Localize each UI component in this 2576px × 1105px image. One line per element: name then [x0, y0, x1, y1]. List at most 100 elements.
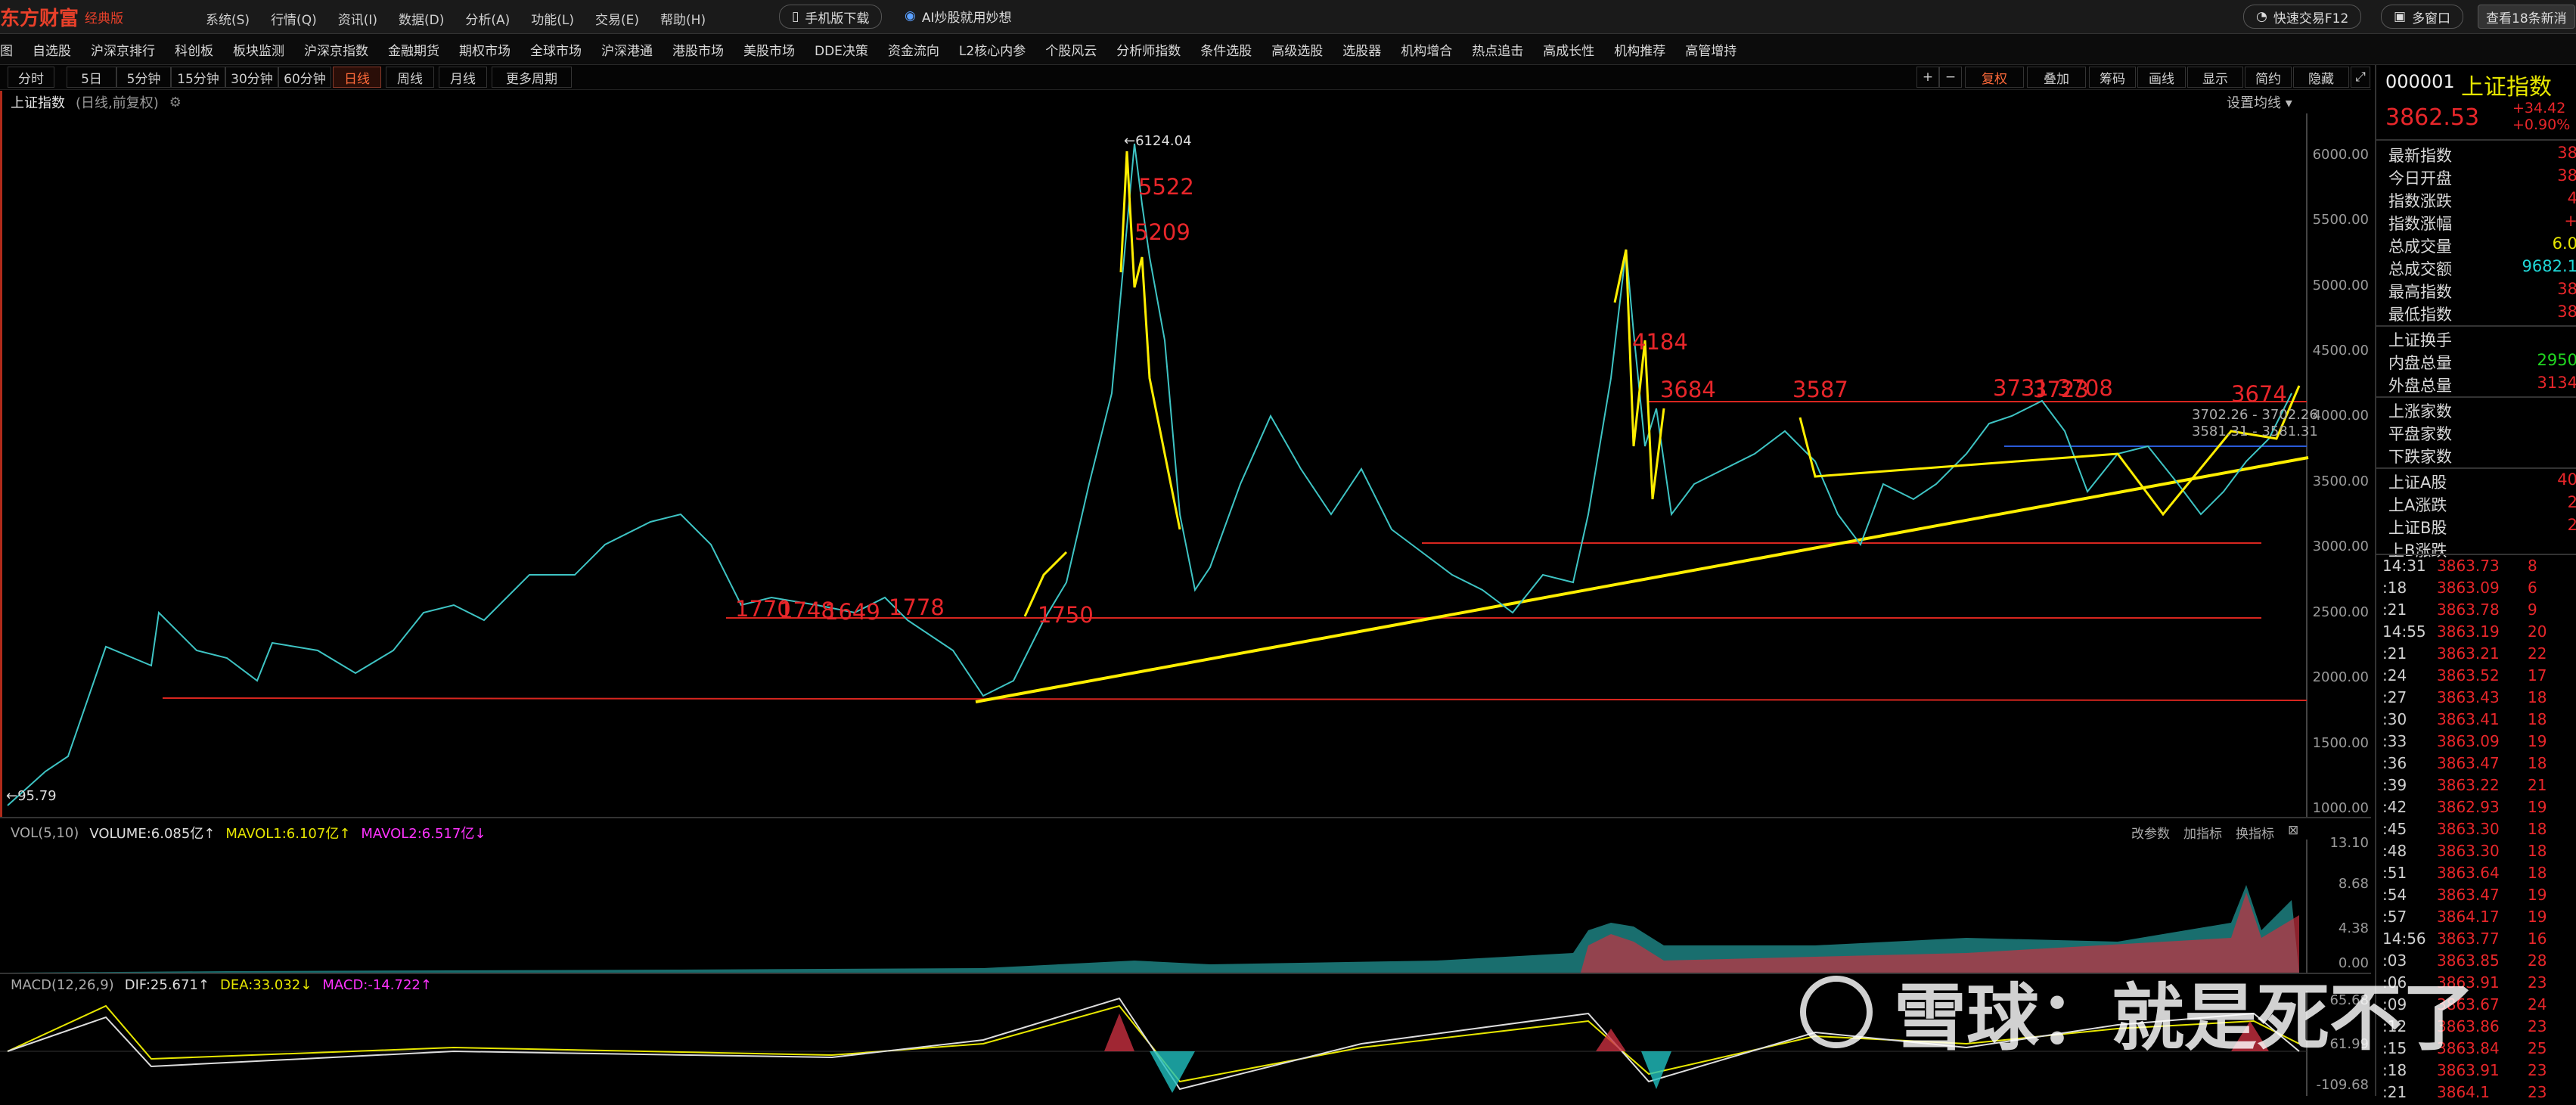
- nav-item[interactable]: 高级选股: [1271, 43, 1324, 59]
- annotation: 5209: [1134, 219, 1190, 245]
- chip-button[interactable]: 筹码: [2089, 67, 2136, 88]
- menu-data[interactable]: 数据(D): [399, 13, 445, 28]
- tab-more-periods[interactable]: 更多周期: [492, 67, 572, 88]
- tab-60min[interactable]: 60分钟: [278, 67, 331, 88]
- nav-item[interactable]: 个股风云: [1045, 43, 1097, 59]
- nav-item[interactable]: 港股市场: [672, 43, 724, 59]
- nav-item[interactable]: 分析师指数: [1116, 43, 1181, 59]
- nav-item[interactable]: DDE决策: [815, 43, 868, 59]
- nav-item[interactable]: 期权市场: [459, 43, 511, 59]
- nav-item[interactable]: 科创板: [175, 43, 213, 59]
- tick-row: :54 3863.47 19: [2382, 886, 2547, 904]
- menu-quote[interactable]: 行情(Q): [271, 13, 317, 28]
- vol-tick: 8.68: [2338, 876, 2369, 892]
- nav-item[interactable]: 资金流向: [887, 43, 939, 59]
- simple-button[interactable]: 简约: [2245, 67, 2292, 88]
- nav-item[interactable]: 高管增持: [1685, 43, 1737, 59]
- nav-bar: 图 自选股 沪深京排行 科创板 板块监测 沪深京指数 金融期货 期权市场 全球市…: [0, 34, 2576, 65]
- nav-item[interactable]: 全球市场: [530, 43, 582, 59]
- nav-item[interactable]: 条件选股: [1200, 43, 1252, 59]
- zoom-out-button[interactable]: −: [1939, 67, 1962, 88]
- close-icon[interactable]: ⊠: [2288, 823, 2299, 838]
- hide-button[interactable]: 隐藏: [2293, 67, 2349, 88]
- menu-info[interactable]: 资讯(I): [337, 13, 377, 28]
- menu-trade[interactable]: 交易(E): [595, 13, 640, 28]
- tab-weekly[interactable]: 周线: [386, 67, 434, 88]
- macd-dea: DEA:33.032↓: [219, 977, 312, 993]
- volume-header-label: VOL(5,10): [11, 824, 79, 841]
- nav-item[interactable]: L2核心内参: [958, 43, 1026, 59]
- zoom-in-button[interactable]: +: [1916, 67, 1939, 88]
- nav-item[interactable]: 机构增合: [1401, 43, 1453, 59]
- ai-button[interactable]: ◉ AI炒股就用妙想: [892, 5, 1024, 27]
- brand: 东方财富 经典版: [0, 5, 123, 30]
- switch-indicator-button[interactable]: 换指标: [2236, 827, 2274, 842]
- expand-icon[interactable]: ⤢: [2351, 67, 2370, 88]
- nav-item[interactable]: 热点追击: [1472, 43, 1524, 59]
- menu-analysis[interactable]: 分析(A): [465, 13, 511, 28]
- wave-segment-1: [1023, 551, 1068, 617]
- draw-line-button[interactable]: 画线: [2137, 67, 2186, 88]
- wave-segment-3: [1613, 249, 1665, 500]
- nav-item[interactable]: 图: [0, 43, 13, 59]
- info-row: 总成交量 6.0: [2388, 234, 2576, 256]
- macd-svg: [0, 991, 2308, 1096]
- wave-segment-4: [1799, 385, 2301, 517]
- overlay-button[interactable]: 叠加: [2027, 67, 2086, 88]
- info-row: 外盘总量 3134: [2388, 374, 2576, 395]
- info-row: 上证换手: [2388, 331, 2452, 349]
- nav-item[interactable]: 沪深京排行: [91, 43, 155, 59]
- nav-item[interactable]: 沪深港通: [601, 43, 653, 59]
- display-button[interactable]: 显示: [2187, 67, 2243, 88]
- info-row: 上证A股 40: [2388, 470, 2576, 492]
- info-row: 上涨家数: [2388, 402, 2452, 421]
- info-row: 平盘家数: [2388, 425, 2452, 443]
- nav-item[interactable]: 选股器: [1342, 43, 1382, 59]
- tab-daily[interactable]: 日线: [333, 67, 381, 88]
- tab-monthly[interactable]: 月线: [439, 67, 487, 88]
- gear-icon[interactable]: ⚙: [169, 94, 182, 110]
- mobile-download-button[interactable]: ▯ 手机版下载: [779, 5, 883, 29]
- volume-header: VOL(5,10) VOLUME:6.085亿↑ MAVOL1:6.107亿↑ …: [11, 823, 486, 843]
- separator: [0, 973, 2371, 974]
- annotation: 1649: [824, 599, 880, 625]
- y-tick: 6000.00: [2312, 147, 2369, 163]
- title-bar: 东方财富 经典版 系统(S) 行情(Q) 资讯(I) 数据(D) 分析(A) 功…: [0, 0, 2576, 34]
- adjust-button[interactable]: 复权: [1965, 67, 2024, 88]
- menu-function[interactable]: 功能(L): [531, 13, 575, 28]
- news-button[interactable]: 查看18条新消: [2478, 5, 2575, 29]
- nav-item[interactable]: 金融期货: [388, 43, 439, 59]
- annotation: 1778: [889, 594, 945, 620]
- nav-item[interactable]: 板块监测: [233, 43, 284, 59]
- tab-5min[interactable]: 5分钟: [116, 67, 171, 88]
- tab-timeshare[interactable]: 分时: [8, 67, 54, 88]
- macd-dif: DIF:25.671↑: [124, 977, 209, 993]
- add-indicator-button[interactable]: 加指标: [2183, 827, 2222, 842]
- separator: [0, 817, 2371, 818]
- nav-item[interactable]: 高成长性: [1543, 43, 1595, 59]
- fast-trade-button[interactable]: ◔ 快速交易F12: [2243, 5, 2362, 29]
- nav-item[interactable]: 美股市场: [743, 43, 795, 59]
- annotation: 3723: [2033, 377, 2089, 402]
- multi-window-button[interactable]: ▣ 多窗口: [2381, 5, 2464, 29]
- info-row: 上证B股 2: [2388, 516, 2576, 537]
- tick-row: :30 3863.41 18: [2382, 710, 2547, 728]
- ma-settings-button[interactable]: 设置均线 ▾: [2227, 95, 2292, 111]
- bell-icon: ◔: [2256, 9, 2267, 24]
- high-label: ←6124.04: [1124, 133, 1192, 149]
- tick-row: :18 3863.09 6: [2382, 579, 2537, 597]
- nav-item[interactable]: 机构推荐: [1614, 43, 1666, 59]
- tab-5day[interactable]: 5日: [67, 67, 116, 88]
- stock-change-pct: +0.90%: [2512, 116, 2571, 133]
- tick-row: 14:55 3863.19 20: [2382, 622, 2547, 641]
- edit-param-button[interactable]: 改参数: [2131, 827, 2170, 842]
- menu-help[interactable]: 帮助(H): [660, 13, 706, 28]
- tab-15min[interactable]: 15分钟: [171, 67, 225, 88]
- tick-row: :12 3863.86 23: [2382, 1017, 2547, 1035]
- nav-item[interactable]: 自选股: [33, 43, 71, 59]
- tab-30min[interactable]: 30分钟: [225, 67, 278, 88]
- chart-area[interactable]: 上证指数 (日线,前复权) ⚙ 设置均线 ▾ 6000.00 5500.00 5…: [0, 91, 2371, 817]
- nav-item[interactable]: 沪深京指数: [304, 43, 368, 59]
- y-tick: 5500.00: [2312, 212, 2369, 228]
- menu-system[interactable]: 系统(S): [206, 13, 250, 28]
